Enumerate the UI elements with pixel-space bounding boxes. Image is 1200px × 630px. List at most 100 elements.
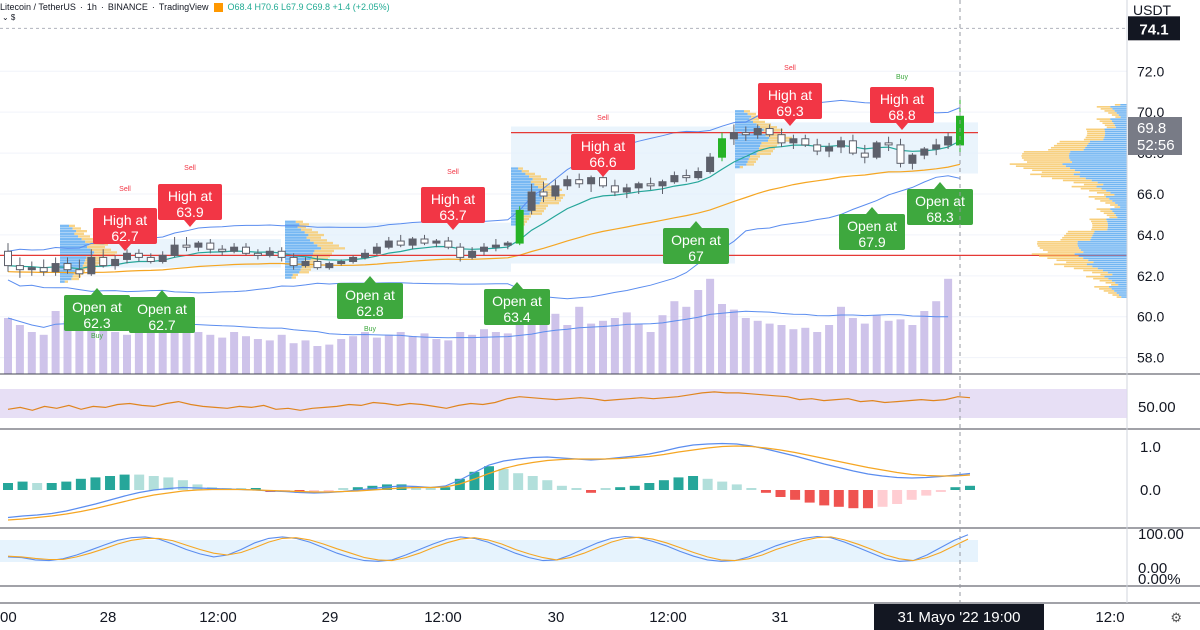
- profile-bar-buy: [1110, 208, 1127, 210]
- profile-bar: [285, 273, 293, 277]
- high-label-box: [93, 208, 157, 244]
- candle: [837, 136, 845, 154]
- profile-bar-buy: [1117, 216, 1127, 219]
- profile-bar: [511, 204, 534, 207]
- candle-body: [444, 240, 453, 248]
- candle: [920, 146, 929, 160]
- profile-bar: [735, 152, 757, 155]
- candle-body: [384, 240, 393, 248]
- volume-bar: [729, 309, 738, 374]
- candle-body: [920, 148, 929, 156]
- macd-histogram-bar: [498, 469, 509, 490]
- candle-body: [539, 191, 548, 197]
- volume-bar: [242, 336, 250, 374]
- candle-body: [480, 246, 488, 252]
- volume-bar: [563, 325, 572, 374]
- volume-bar: [860, 323, 869, 374]
- volume-bar: [15, 325, 24, 374]
- profile-bar-sell: [1104, 110, 1115, 112]
- profile-bar-buy: [1103, 183, 1127, 186]
- volume-bar: [575, 306, 584, 374]
- macd-line: [7, 442, 971, 519]
- macd-histogram: [3, 466, 975, 509]
- volume-bar: [789, 329, 798, 374]
- profile-bar-sell: [1102, 122, 1114, 125]
- candle-body: [301, 261, 310, 267]
- profile-bar-sell: [1083, 138, 1104, 141]
- candle-body: [634, 183, 643, 189]
- macd-histogram-bar: [921, 490, 932, 496]
- open-label-title: Open at: [345, 287, 395, 303]
- candle: [694, 167, 703, 180]
- profile-bar-buy: [1086, 144, 1127, 147]
- indicator-toggle[interactable]: ⌄ $: [2, 13, 16, 22]
- candle-body: [194, 242, 203, 248]
- candle-body: [575, 179, 584, 185]
- candle: [801, 134, 810, 147]
- profile-bar: [72, 227, 81, 230]
- profile-bar-sell: [1099, 288, 1112, 290]
- macd-signal-line: [7, 445, 971, 521]
- candle-body: [63, 263, 72, 271]
- profile-bar-sell: [1091, 220, 1108, 223]
- profile-bar-buy: [1114, 212, 1127, 215]
- candle-body: [706, 156, 715, 173]
- macd-axis-tick: 0.0: [1140, 482, 1161, 499]
- exchange-label: BINANCE: [107, 2, 148, 12]
- profile-bar: [746, 163, 754, 166]
- macd-histogram-bar: [105, 476, 116, 490]
- profile-bar: [69, 224, 75, 227]
- volume-bar: [337, 339, 346, 374]
- volume-bar: [432, 339, 441, 374]
- candle-body: [551, 185, 560, 197]
- profile-bar-buy: [1120, 104, 1127, 106]
- candle: [884, 136, 893, 152]
- macd-histogram-bar: [411, 487, 422, 490]
- profile-bar: [321, 247, 345, 250]
- symbol-name[interactable]: Litecoin / TetherUS: [0, 2, 76, 12]
- profile-bar-buy: [1108, 277, 1127, 280]
- macd-histogram-bar: [469, 471, 480, 490]
- candle: [170, 236, 179, 258]
- profile-bar-buy: [1107, 220, 1127, 223]
- candle-body: [765, 128, 774, 136]
- candle: [563, 175, 572, 190]
- candle: [682, 169, 691, 182]
- profile-bar: [285, 220, 296, 223]
- open-label-value: 62.8: [356, 303, 383, 319]
- rsi-line: [7, 391, 971, 411]
- open-label-box: [64, 295, 130, 331]
- high-label-title: High at: [103, 212, 147, 228]
- profile-bar-buy: [1117, 204, 1127, 206]
- candle: [456, 243, 465, 262]
- profile-bar: [285, 271, 300, 274]
- profile-bar-buy: [1093, 232, 1127, 235]
- volume-bar: [503, 333, 512, 374]
- candle: [503, 241, 512, 250]
- profile-bar-buy: [1078, 255, 1127, 257]
- candle-body: [599, 177, 607, 187]
- high-label-pointer: [184, 220, 196, 227]
- profile-bar-sell: [1030, 173, 1074, 176]
- profile-bar-sell: [1108, 112, 1117, 114]
- profile-bar-buy: [1118, 294, 1127, 296]
- profile-bar: [532, 178, 547, 181]
- candle: [741, 126, 750, 141]
- candle: [39, 259, 48, 276]
- profile-bar: [299, 223, 309, 226]
- candle-body: [361, 252, 369, 258]
- candle-body: [218, 248, 227, 252]
- volume-bar: [456, 332, 465, 374]
- macd-histogram-bar: [46, 483, 57, 490]
- interval-label[interactable]: 1h: [86, 2, 97, 12]
- profile-bar-buy: [1104, 275, 1127, 278]
- settings-gear-icon[interactable]: ⚙: [1170, 610, 1182, 625]
- profile-bar-sell: [1108, 292, 1117, 294]
- platform-label: TradingView: [158, 2, 209, 12]
- profile-bar: [530, 180, 544, 184]
- profile-bar-sell: [1064, 265, 1093, 268]
- profile-bar-sell: [1009, 163, 1063, 165]
- volume-bar: [872, 315, 881, 374]
